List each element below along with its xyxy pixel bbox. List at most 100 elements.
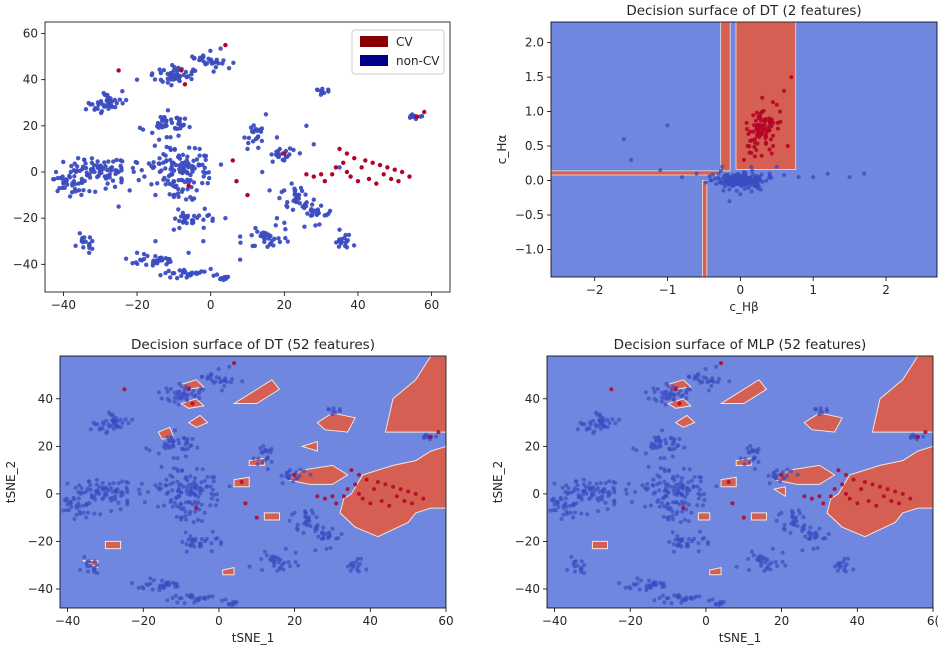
non-cv-point [709, 383, 714, 388]
cv-point [318, 172, 324, 177]
cv-point [753, 118, 758, 123]
cv-point [304, 172, 309, 177]
non-cv-point [194, 466, 199, 471]
non-cv-point [782, 522, 787, 527]
non-cv-point [168, 275, 173, 280]
non-cv-point [210, 487, 215, 492]
non-cv-point [691, 536, 696, 541]
non-cv-point [767, 481, 772, 486]
non-cv-point [755, 450, 760, 455]
non-cv-point [291, 147, 296, 153]
non-cv-point [802, 523, 807, 528]
non-cv-point [284, 154, 290, 160]
y-tick-label: 0 [45, 487, 53, 501]
non-cv-point [172, 500, 177, 505]
non-cv-point [202, 165, 208, 171]
non-cv-point [198, 491, 203, 496]
non-cv-point [582, 563, 587, 568]
non-cv-point [171, 168, 177, 173]
non-cv-point [722, 184, 727, 189]
non-cv-point [199, 269, 204, 274]
cv-point [767, 116, 772, 121]
non-cv-point [189, 72, 194, 77]
non-cv-point [210, 594, 215, 599]
non-cv-point [84, 502, 89, 507]
non-cv-point [643, 451, 648, 456]
non-cv-point [200, 467, 205, 472]
non-cv-point [200, 387, 205, 392]
non-cv-point [782, 476, 787, 481]
non-cv-point [759, 560, 764, 565]
non-cv-point [182, 436, 187, 441]
non-cv-point [174, 496, 179, 501]
non-cv-point [95, 106, 100, 112]
non-cv-point [282, 220, 287, 225]
non-cv-point [841, 560, 846, 565]
non-cv-point [676, 391, 681, 396]
non-cv-point [657, 595, 662, 600]
non-cv-point [313, 548, 318, 553]
non-cv-point [650, 581, 655, 586]
non-cv-point [282, 158, 287, 163]
cv-point [719, 361, 724, 366]
non-cv-point [675, 486, 680, 491]
non-cv-point [191, 164, 196, 170]
non-cv-point [824, 407, 829, 412]
non-cv-point [575, 483, 580, 488]
non-cv-point [661, 514, 666, 519]
non-cv-point [175, 469, 180, 474]
non-cv-point [294, 526, 299, 531]
non-cv-point [837, 565, 842, 570]
non-cv-point [789, 469, 794, 474]
non-cv-point [659, 395, 664, 400]
non-cv-point [664, 494, 669, 499]
non-cv-point [176, 402, 181, 407]
non-cv-point [161, 444, 166, 449]
non-cv-point [185, 393, 190, 398]
non-cv-point [144, 262, 149, 268]
non-cv-point [158, 114, 163, 120]
non-cv-point [579, 497, 584, 502]
non-cv-point [172, 390, 177, 395]
non-cv-point [79, 192, 84, 198]
non-cv-point [679, 600, 684, 605]
non-cv-point [88, 427, 93, 432]
non-cv-point [677, 437, 682, 442]
non-cv-point [192, 499, 197, 504]
non-cv-point [213, 503, 218, 508]
non-cv-point [156, 137, 162, 142]
non-cv-point [655, 387, 660, 392]
non-cv-point [644, 487, 649, 492]
non-cv-point [219, 598, 224, 603]
non-cv-point [670, 530, 675, 535]
chart-title: Decision surface of MLP (52 features) [614, 337, 867, 353]
non-cv-point [659, 581, 664, 586]
non-cv-point [320, 530, 325, 535]
non-cv-point [98, 512, 103, 517]
non-cv-point [811, 546, 816, 551]
non-cv-point [184, 220, 189, 226]
y-tick-label: −0.5 [515, 208, 544, 222]
cv-point [763, 127, 768, 132]
non-cv-point [95, 563, 100, 568]
non-cv-point [322, 213, 327, 218]
non-cv-point [107, 410, 112, 415]
non-cv-point [211, 380, 216, 385]
non-cv-point [746, 186, 751, 191]
non-cv-point [664, 389, 669, 394]
non-cv-point [84, 562, 89, 567]
non-cv-point [631, 446, 636, 451]
x-tick-label: 1 [809, 283, 817, 297]
non-cv-point [328, 545, 333, 550]
cv-point [673, 387, 678, 392]
non-cv-point [148, 576, 153, 581]
non-cv-point [658, 168, 663, 173]
non-cv-point [157, 67, 162, 72]
non-cv-point [249, 232, 254, 238]
non-cv-point [302, 469, 307, 474]
non-cv-point [714, 364, 719, 369]
non-cv-point [337, 407, 342, 412]
non-cv-point [315, 87, 320, 93]
cv-point [402, 499, 407, 504]
non-cv-point [171, 456, 176, 461]
